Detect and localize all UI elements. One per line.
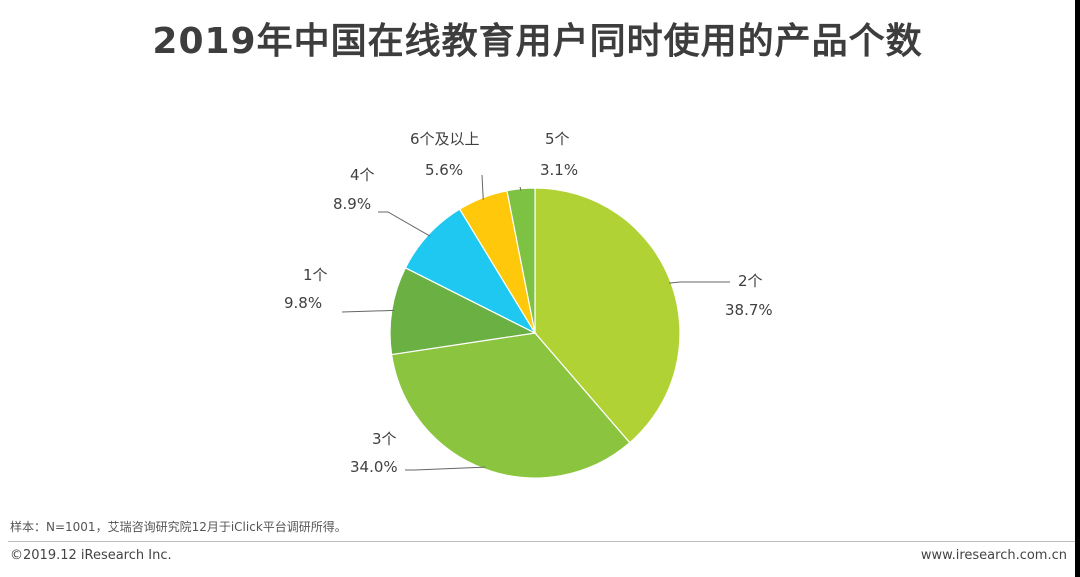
copyright-text: ©2019.12 iResearch Inc. xyxy=(10,548,172,563)
leader-line xyxy=(341,309,394,313)
footer-divider xyxy=(8,541,1075,542)
leader-line xyxy=(668,281,730,284)
slice-category-label: 2个 xyxy=(738,272,763,290)
leader-line xyxy=(405,466,486,471)
slice-value-label: 8.9% xyxy=(333,195,371,213)
leader-line xyxy=(519,186,522,191)
website-url: www.iresearch.com.cn xyxy=(920,548,1067,563)
pie-slice xyxy=(534,187,681,444)
leader-line xyxy=(481,174,484,200)
slice-value-label: 34.0% xyxy=(350,458,398,476)
slice-value-label: 9.8% xyxy=(284,294,322,312)
slice-value-label: 38.7% xyxy=(725,301,773,319)
slice-category-label: 4个 xyxy=(350,166,375,184)
slice-category-label: 3个 xyxy=(372,430,397,448)
slice-value-label: 3.1% xyxy=(540,161,578,179)
slice-category-label: 5个 xyxy=(545,130,570,148)
slice-value-label: 5.6% xyxy=(425,161,463,179)
sample-note: 样本：N=1001，艾瑞咨询研究院12月于iClick平台调研所得。 xyxy=(10,520,347,534)
slice-category-label: 6个及以上 xyxy=(410,130,480,148)
pie-slice xyxy=(390,332,631,479)
leader-line xyxy=(378,211,431,237)
slice-category-label: 1个 xyxy=(303,266,328,284)
chart-title: 2019年中国在线教育用户同时使用的产品个数 xyxy=(152,21,923,62)
